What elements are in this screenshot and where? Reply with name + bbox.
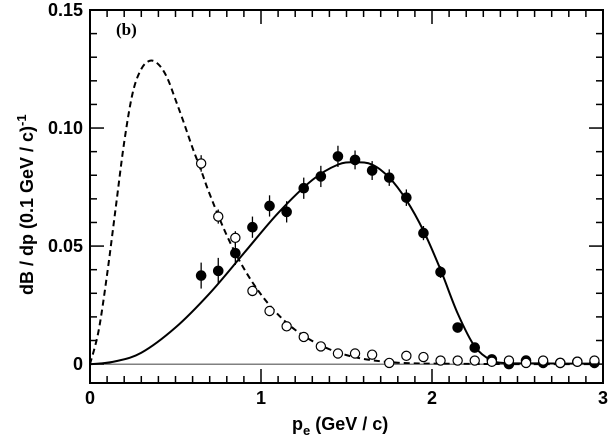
y-tick-label: 0.15 [48,0,83,20]
open-data-point [247,285,258,297]
filled-data-point [469,342,481,353]
y-tick-label: 0 [73,354,83,374]
open-data-point [503,355,515,366]
filled-data-point [332,151,344,162]
x-axis-title-sub: e [303,423,310,436]
open-data-point [537,355,549,366]
filled-data-point [349,154,361,166]
open-data-point [349,348,361,359]
x-axis-title-main: p [292,414,303,434]
filled-data-point [366,165,378,176]
open-data-point [469,355,480,366]
filled-data-point [264,200,275,212]
open-data-point [213,211,224,222]
open-data-point [572,356,583,367]
open-data-point [435,355,446,366]
filled-data-point [298,182,310,194]
filled-data-point [401,192,412,203]
filled-data-point [418,227,429,239]
open-data-point [589,355,600,366]
open-data-point [401,350,412,362]
filled-data-point [281,206,292,218]
panel-label: (b) [116,20,137,39]
open-data-point [315,341,327,352]
filled-data-point [435,266,446,278]
filled-data-point [212,265,224,277]
filled-data-point [230,247,241,259]
axis-ticks: 0 1 2 3 0 0.05 0.10 0.15 [48,0,608,408]
x-tick-label: 1 [256,388,266,408]
y-axis-title: dB / dp (0.1 GeV / c)-1 [14,114,37,295]
x-axis-title-rest: (GeV / c) [310,414,388,434]
filled-data-point [452,322,463,333]
x-axis-title: pe (GeV / c) [292,414,388,436]
open-data-point [195,158,207,169]
plot-area [89,59,603,370]
filled-data-point [383,172,395,183]
x-tick-label: 0 [85,388,95,408]
dashed-fit-curve [89,59,595,366]
x-tick-label: 2 [427,388,437,408]
filled-data-point [315,171,327,182]
open-data-point [418,351,429,363]
open-data-point [486,356,498,367]
plot-frame [89,9,604,384]
open-data-point [366,349,378,360]
open-data-point [384,357,395,369]
y-axis-title-main: dB / dp (0.1 GeV / c) [17,126,37,295]
open-data-point [452,355,463,366]
open-data-point [298,331,309,343]
open-data-point [230,232,241,244]
filled-data-point [195,270,207,281]
open-data-point [520,357,532,369]
open-data-point [332,348,344,359]
y-tick-label: 0.10 [48,118,83,138]
x-tick-label: 3 [598,388,608,408]
open-data-point [281,321,292,332]
open-data-point [555,357,566,369]
y-tick-label: 0.05 [48,236,83,256]
y-axis-title-sup: -1 [14,114,29,126]
solid-fit-curve [89,161,595,366]
open-data-point [264,305,275,317]
filled-data-point [247,221,258,233]
